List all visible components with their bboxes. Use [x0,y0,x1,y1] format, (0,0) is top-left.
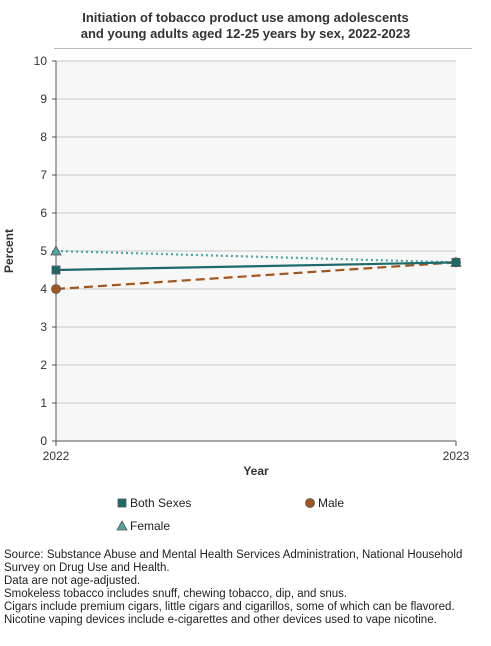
y-tick-label: 8 [40,130,47,144]
y-tick-label: 5 [40,244,47,258]
footnote-cigars: Cigars include premium cigars, little ci… [4,601,455,613]
x-axis-label: Year [243,464,269,478]
y-tick-label: 2 [40,358,47,372]
data-point [50,245,62,256]
y-tick-label: 6 [40,206,47,220]
series-layer [50,245,462,294]
data-point [51,265,61,275]
x-axis-ticks: 2022 2023 [43,441,470,463]
legend-label: Both Sexes [130,496,191,510]
series-line [55,261,457,272]
legend-item: Female [116,519,170,533]
series-line [55,261,457,291]
data-point [451,257,461,267]
gridlines [56,60,456,404]
data-point [51,284,61,294]
y-tick-label: 1 [40,396,47,410]
y-axis-ticks: 0 1 2 3 4 5 6 7 8 9 10 [34,54,56,448]
series-both-sexes [51,257,461,275]
footnote-smokeless: Smokeless tobacco includes snuff, chewin… [4,588,348,600]
footnotes: Source: Substance Abuse and Mental Healt… [4,549,489,627]
y-tick-label: 7 [40,168,47,182]
x-tick-label: 2022 [43,449,70,463]
legend-marker [116,520,128,531]
footnote-source: Source: Substance Abuse and Mental Healt… [4,549,463,574]
chart-title-line-2: and young adults aged 12-25 years by sex… [80,26,411,41]
y-tick-label: 10 [34,54,48,68]
line-chart: 0 1 2 3 4 5 6 7 8 9 10 2022 2023 Percent Year Both … [2,54,470,533]
legend-marker [305,498,315,508]
legend-label: Female [130,519,170,533]
y-tick-label: 3 [40,320,47,334]
y-axis-label: Percent [2,229,16,273]
legend: Both Sexes Male Female [116,496,344,533]
legend-item: Both Sexes [117,496,191,510]
title-divider [54,48,472,49]
y-tick-label: 0 [40,434,47,448]
y-tick-label: 4 [40,282,47,296]
legend-label: Male [318,496,344,510]
footnote-age-adjusted: Data are not age-adjusted. [4,575,141,587]
x-tick-label: 2023 [443,449,470,463]
chart-title-line-1: Initiation of tobacco product use among … [82,10,409,25]
legend-item: Male [305,496,344,510]
footnote-vaping: Nicotine vaping devices include e-cigare… [4,614,437,626]
legend-marker [117,498,127,508]
y-tick-label: 9 [40,92,47,106]
series-line [55,249,457,264]
chart-title: Initiation of tobacco product use among … [0,10,491,42]
